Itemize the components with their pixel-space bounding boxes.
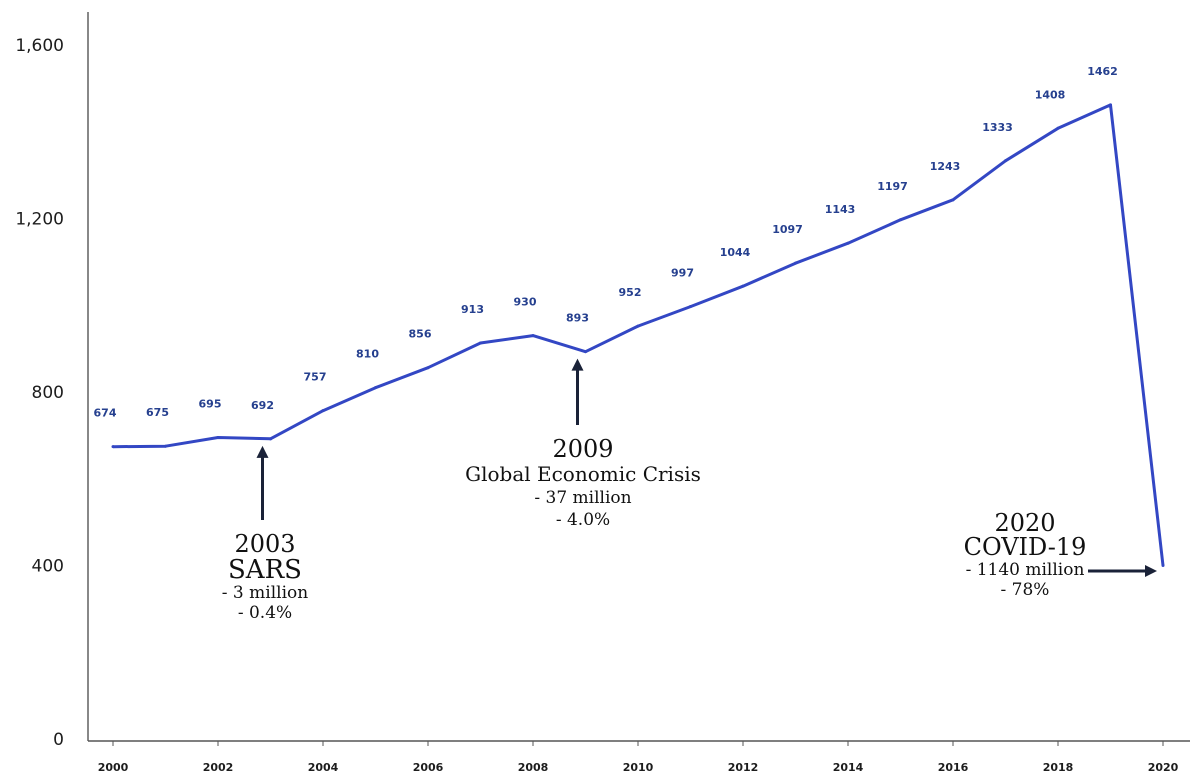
- data-point: [374, 386, 377, 390]
- data-point: [584, 350, 587, 354]
- annotation-text: SARS: [228, 555, 302, 585]
- data-label: 1462: [1087, 65, 1118, 78]
- annotation-text: - 37 million: [534, 488, 631, 508]
- y-tick-label: 400: [32, 557, 64, 577]
- y-tick-label: 1,600: [15, 36, 64, 56]
- annotation-arrowhead: [256, 445, 269, 458]
- data-label: 674: [94, 407, 117, 420]
- annotation-text: 2003: [234, 530, 295, 558]
- data-point: [479, 341, 482, 345]
- x-tick-label: 2006: [413, 761, 444, 774]
- x-tick-label: 2016: [938, 761, 969, 774]
- data-point: [846, 241, 850, 245]
- data-label: 692: [251, 399, 274, 412]
- x-tick-label: 2008: [518, 761, 549, 774]
- x-tick-label: 2018: [1043, 761, 1074, 774]
- x-tick-label: 2014: [833, 761, 864, 774]
- y-tick-label: 1,200: [15, 210, 64, 230]
- data-label: 695: [199, 398, 222, 411]
- y-tick-label: 800: [32, 383, 64, 403]
- data-label: 1243: [930, 160, 961, 173]
- annotation-text: Global Economic Crisis: [465, 462, 701, 486]
- annotation-arrowhead: [1145, 565, 1157, 577]
- x-tick-label: 2012: [728, 761, 759, 774]
- data-label: 1044: [720, 246, 751, 259]
- x-tick-label: 2002: [203, 761, 234, 774]
- data-point: [111, 445, 115, 449]
- data-label: 893: [566, 312, 589, 325]
- data-point: [164, 444, 167, 448]
- data-point: [531, 334, 535, 338]
- data-label: 1408: [1035, 88, 1066, 101]
- data-point: [1056, 126, 1060, 130]
- annotation-text: 2009: [552, 435, 613, 463]
- data-label: 856: [409, 328, 432, 341]
- data-point: [951, 198, 955, 202]
- data-point: [689, 305, 692, 309]
- data-label: 1197: [877, 180, 908, 193]
- x-tick-label: 2000: [98, 761, 129, 774]
- data-point: [1109, 103, 1112, 107]
- data-point: [269, 437, 272, 441]
- data-label: 675: [146, 406, 169, 419]
- data-label: 1143: [825, 203, 856, 216]
- data-point: [1161, 564, 1165, 567]
- y-tick-label: 0: [53, 730, 64, 750]
- x-tick-label: 2010: [623, 761, 654, 774]
- annotation-text: 2020: [994, 509, 1055, 537]
- annotation-text: - 3 million: [222, 583, 308, 603]
- data-label: 1097: [772, 223, 803, 236]
- data-label: 997: [671, 267, 694, 280]
- x-tick-label: 2020: [1148, 761, 1179, 774]
- data-point: [321, 409, 325, 413]
- data-label: 810: [356, 348, 379, 361]
- x-tick-label: 2004: [308, 761, 339, 774]
- annotation-text: - 78%: [1001, 580, 1050, 600]
- data-point: [636, 324, 640, 328]
- annotation-text: - 4.0%: [556, 510, 610, 530]
- annotation-text: - 1140 million: [966, 560, 1085, 580]
- annotation-text: COVID-19: [964, 533, 1087, 561]
- annotation-text: - 0.4%: [238, 603, 292, 623]
- data-point: [794, 261, 797, 265]
- data-point: [426, 366, 430, 370]
- data-label: 930: [514, 296, 537, 309]
- data-label: 757: [304, 371, 327, 384]
- data-label: 913: [461, 303, 484, 316]
- data-label: 1333: [982, 121, 1013, 134]
- data-point: [1004, 159, 1007, 163]
- data-point: [741, 284, 745, 288]
- data-point: [899, 218, 902, 222]
- annotation-arrowhead: [571, 358, 584, 371]
- data-label: 952: [619, 286, 642, 299]
- data-point: [216, 436, 220, 440]
- series-line: [112, 103, 1165, 566]
